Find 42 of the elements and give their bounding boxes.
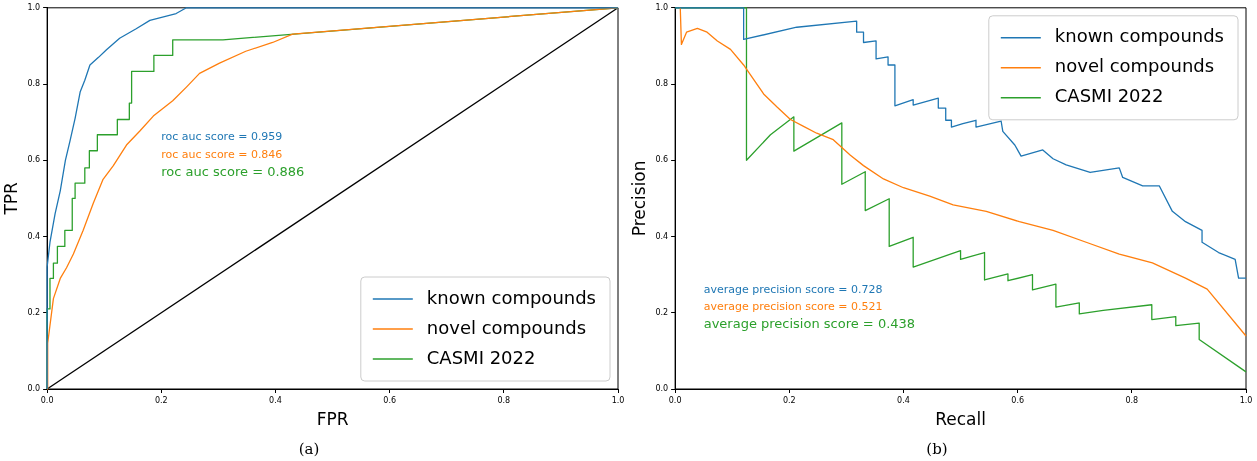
- annotation: average precision score = 0.438: [703, 316, 916, 332]
- annotation: roc auc score = 0.886: [161, 163, 305, 179]
- legend-label: CASMI 2022: [1054, 85, 1164, 107]
- x-axis-title: FPR: [316, 409, 349, 430]
- legend-label: novel compounds: [426, 316, 587, 338]
- x-tick-label: 0.2: [154, 395, 168, 405]
- x-tick-label: 0.4: [897, 395, 910, 405]
- y-tick-label: 0.2: [655, 307, 669, 317]
- y-tick-label: 1.0: [655, 2, 669, 12]
- y-tick-label: 0.6: [655, 155, 669, 165]
- x-tick-label: 0.8: [497, 395, 511, 405]
- annotation: average precision score = 0.728: [703, 282, 883, 296]
- legend-label: known compounds: [426, 286, 596, 308]
- x-tick-label: 0.8: [1125, 395, 1139, 405]
- x-tick-label: 0.2: [782, 395, 796, 405]
- annotation: average precision score = 0.521: [703, 300, 883, 314]
- y-axis-title: TPR: [0, 181, 21, 216]
- x-axis-title: Recall: [935, 409, 986, 430]
- y-tick-label: 0.0: [27, 384, 41, 394]
- x-tick-label: 0.0: [40, 395, 54, 405]
- y-tick-label: 0.8: [655, 79, 669, 89]
- legend-label: known compounds: [1054, 25, 1224, 47]
- x-tick-label: 0.6: [383, 395, 397, 405]
- annotation: roc auc score = 0.846: [161, 147, 283, 161]
- legend-label: novel compounds: [1054, 55, 1215, 77]
- y-tick-label: 0.8: [27, 79, 41, 89]
- legend-label: CASMI 2022: [426, 346, 536, 368]
- y-tick-label: 0.4: [655, 231, 669, 241]
- y-tick-label: 0.0: [655, 384, 669, 394]
- x-tick-label: 0.0: [668, 395, 682, 405]
- x-tick-label: 0.6: [1011, 395, 1025, 405]
- x-tick-label: 1.0: [611, 395, 625, 405]
- y-tick-label: 0.6: [27, 155, 41, 165]
- y-tick-label: 1.0: [27, 2, 41, 12]
- y-tick-label: 0.2: [27, 307, 41, 317]
- x-tick-label: 1.0: [1239, 395, 1253, 405]
- y-axis-title: Precision: [628, 160, 649, 237]
- text: (b): [926, 439, 948, 458]
- text: (a): [298, 439, 320, 458]
- x-tick-label: 0.4: [269, 395, 282, 405]
- annotation: roc auc score = 0.959: [161, 130, 283, 144]
- y-tick-label: 0.4: [27, 231, 41, 241]
